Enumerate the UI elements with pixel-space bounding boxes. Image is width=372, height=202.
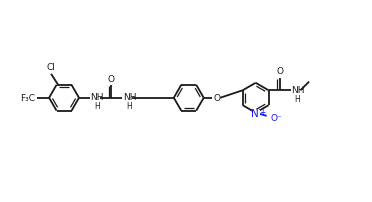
Text: O: O (214, 94, 221, 103)
Text: N: N (251, 108, 259, 118)
Text: H: H (94, 102, 100, 111)
Text: Cl: Cl (46, 63, 55, 72)
Text: +: + (260, 107, 266, 116)
Text: H: H (295, 94, 300, 103)
Text: NH: NH (90, 93, 104, 102)
Text: O: O (276, 67, 283, 76)
Text: F₃C: F₃C (20, 93, 35, 102)
Text: O⁻: O⁻ (271, 113, 283, 122)
Text: H: H (126, 102, 132, 111)
Text: O: O (108, 74, 115, 83)
Text: NH: NH (123, 93, 136, 102)
Text: NH: NH (291, 85, 305, 94)
